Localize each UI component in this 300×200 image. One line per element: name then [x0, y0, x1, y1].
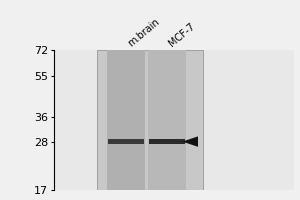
Polygon shape [182, 136, 198, 147]
Text: m.brain: m.brain [126, 16, 161, 48]
Bar [108, 139, 144, 144]
Bar [97, 50, 203, 190]
Bar [149, 139, 185, 144]
Bar [148, 50, 186, 190]
Bar [107, 50, 145, 190]
Text: MCF-7: MCF-7 [167, 21, 197, 48]
